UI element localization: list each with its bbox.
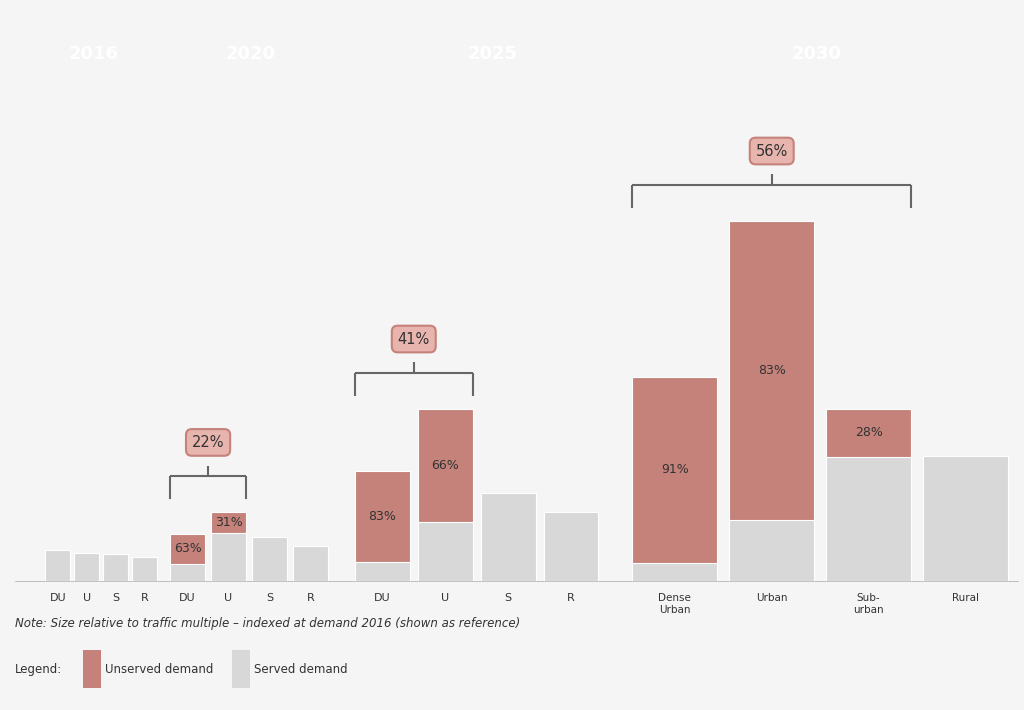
Bar: [293, 547, 328, 581]
Text: DU: DU: [374, 594, 390, 604]
Text: U: U: [441, 594, 450, 604]
Text: U: U: [83, 594, 91, 604]
Bar: [418, 408, 473, 581]
Text: 41%: 41%: [397, 332, 430, 346]
Text: Urban: Urban: [756, 594, 787, 604]
Text: 83%: 83%: [758, 364, 785, 376]
Text: Sub-
urban: Sub- urban: [853, 594, 884, 615]
Text: R: R: [140, 594, 148, 604]
Text: R: R: [306, 594, 314, 604]
Text: 83%: 83%: [369, 510, 396, 523]
Bar: [826, 408, 911, 457]
Bar: [211, 512, 246, 533]
Text: 63%: 63%: [174, 542, 202, 555]
Text: S: S: [113, 594, 119, 604]
Text: Served demand: Served demand: [254, 663, 347, 677]
Text: DU: DU: [179, 594, 196, 604]
Text: 31%: 31%: [215, 516, 243, 529]
Bar: [355, 471, 410, 562]
Bar: [132, 557, 157, 581]
Bar: [826, 408, 911, 581]
Text: 2016: 2016: [69, 45, 118, 63]
Bar: [355, 471, 410, 581]
Bar: [75, 552, 99, 581]
Bar: [418, 408, 473, 523]
Text: 2030: 2030: [792, 45, 841, 63]
Bar: [729, 221, 814, 581]
Text: U: U: [224, 594, 232, 604]
Text: 22%: 22%: [191, 435, 224, 450]
Bar: [45, 550, 71, 581]
Text: 56%: 56%: [756, 143, 787, 158]
Text: 2020: 2020: [225, 45, 275, 63]
Bar: [480, 493, 536, 581]
Bar: [633, 377, 718, 581]
Text: Legend:: Legend:: [15, 663, 62, 677]
Text: 66%: 66%: [431, 459, 459, 472]
Bar: [103, 555, 128, 581]
Text: 91%: 91%: [662, 464, 689, 476]
Text: 28%: 28%: [855, 426, 883, 439]
Text: 2025: 2025: [467, 45, 517, 63]
Bar: [544, 512, 598, 581]
Text: S: S: [266, 594, 273, 604]
Bar: [729, 221, 814, 520]
Bar: [633, 377, 718, 562]
Text: Note: Size relative to traffic multiple – indexed at demand 2016 (shown as refer: Note: Size relative to traffic multiple …: [15, 617, 520, 630]
Bar: [170, 534, 205, 564]
Bar: [231, 650, 250, 689]
Text: DU: DU: [49, 594, 67, 604]
Text: Rural: Rural: [952, 594, 979, 604]
Text: R: R: [567, 594, 574, 604]
Text: Unserved demand: Unserved demand: [104, 663, 213, 677]
Text: Dense
Urban: Dense Urban: [658, 594, 691, 615]
Bar: [83, 650, 100, 689]
Bar: [170, 534, 205, 581]
Text: S: S: [505, 594, 512, 604]
Bar: [923, 456, 1008, 581]
Bar: [211, 512, 246, 581]
Bar: [252, 537, 287, 581]
